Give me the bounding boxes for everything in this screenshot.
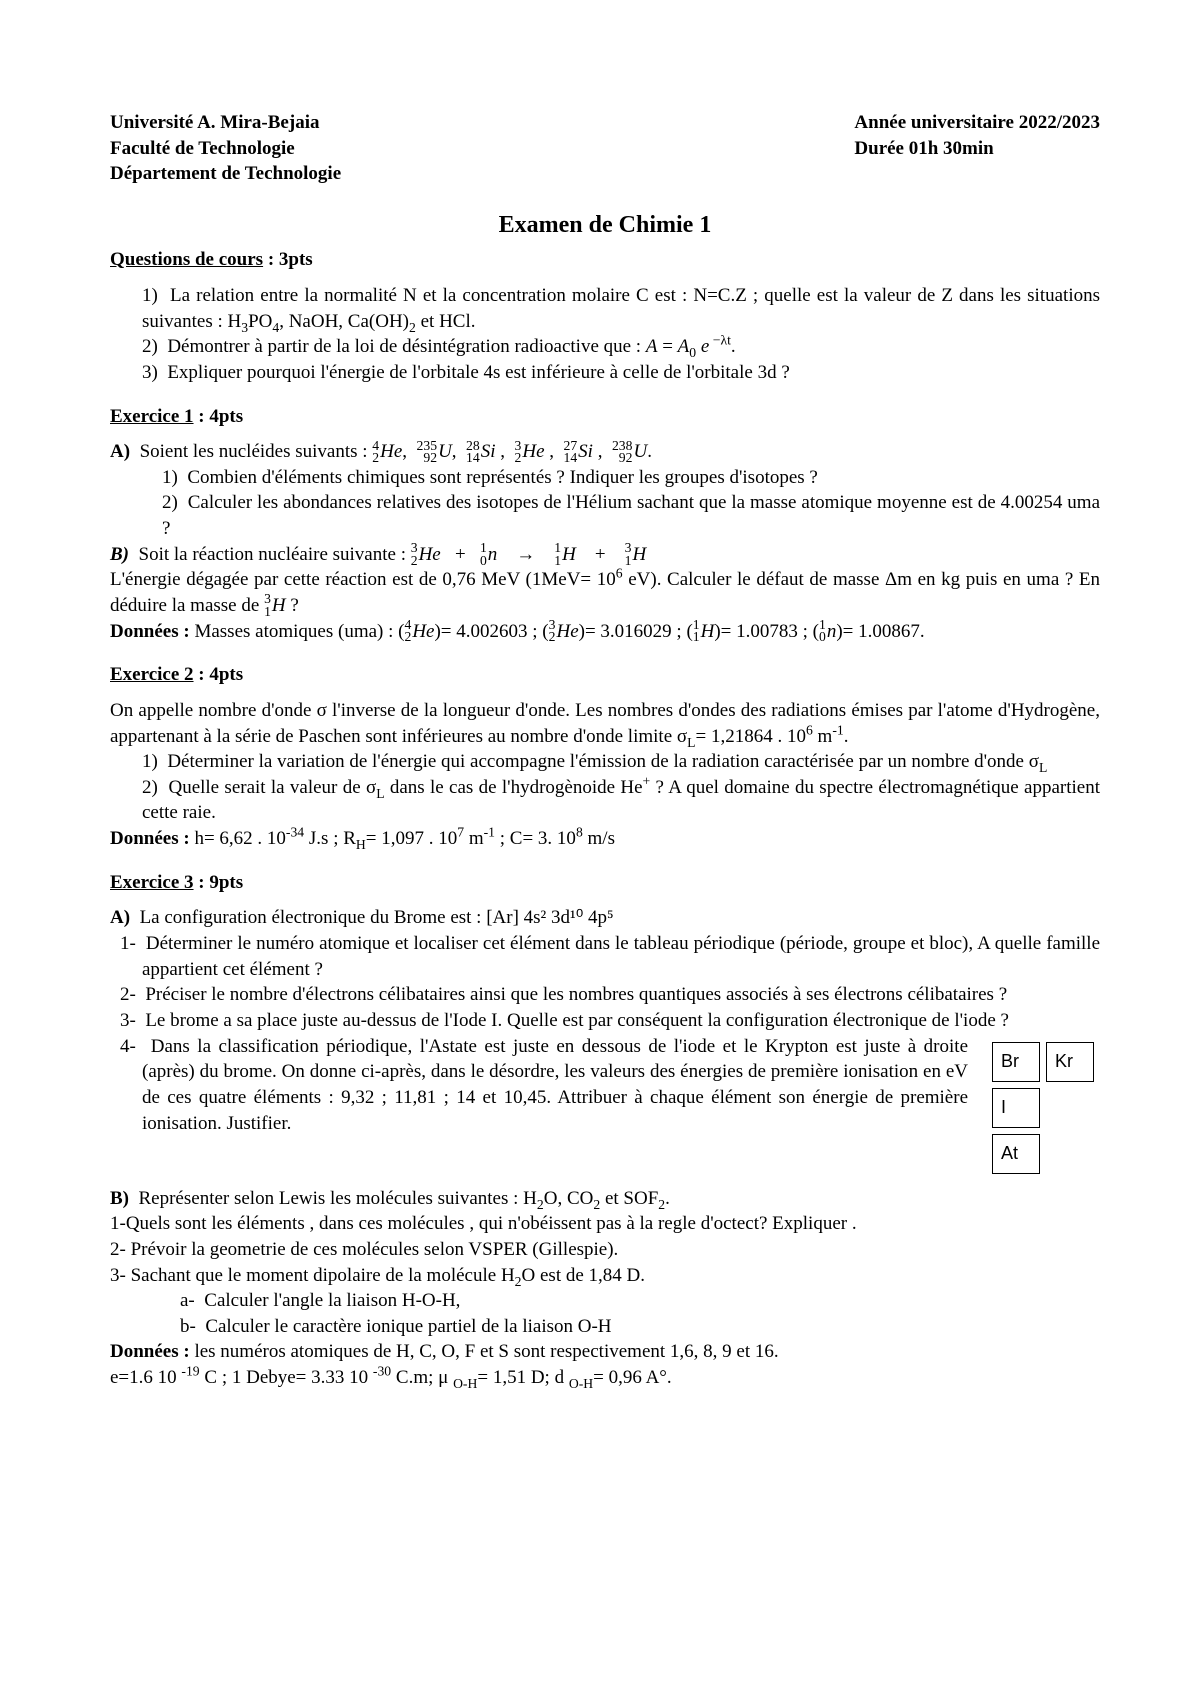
ex1-B-label: B) [110,544,129,565]
ex2-head: Exercice 2 [110,664,194,685]
ex3-donnees: Données : les numéros atomiques de H, C,… [110,1339,1100,1365]
ex3-B: B) Représenter selon Lewis les molécules… [110,1186,1100,1212]
ex3-q2: 2- Préciser le nombre d'électrons céliba… [110,982,1100,1008]
ex3-q4-block: BrKr I At 4- Dans la classification péri… [110,1034,1100,1180]
qc-head: Questions de cours [110,249,263,270]
header-right: Année universitaire 2022/2023 Durée 01h … [854,110,1100,187]
qc-heading: Questions de cours : 3pts [110,247,1100,273]
ex3-Bq1: 1-Quels sont les éléments , dans ces mol… [110,1211,1100,1237]
ex3-heading: Exercice 3 : 9pts [110,870,1100,896]
ex1-A: A) Soient les nucléides suivants : 42He,… [110,439,1100,465]
cell-i: I [992,1088,1040,1128]
ex1-head: Exercice 1 [110,406,194,427]
header-left-l1: Université A. Mira-Bejaia [110,110,341,136]
cell-at: At [992,1134,1040,1174]
ex1-B-line2: L'énergie dégagée par cette réaction est… [110,567,1100,618]
doc-title: Examen de Chimie 1 [110,209,1100,241]
ex2-q1: 1) Déterminer la variation de l'énergie … [110,749,1100,775]
ex3-Bq3-a: a- Calculer l'angle la liaison H-O-H, [110,1288,1100,1314]
ex3-q3: 3- Le brome a sa place juste au-dessus d… [110,1008,1100,1034]
qc-q1-b: , NaOH, Ca(OH) [279,311,409,332]
cell-br: Br [992,1042,1040,1082]
ex1-B: B) Soit la réaction nucléaire suivante :… [110,542,1100,568]
qc-q2-b: . [731,336,736,357]
ex1-A-intro: Soient les nucléides suivants : [140,441,373,462]
ex3-Bq2: 2- Prévoir la geometrie de ces molécules… [110,1237,1100,1263]
ex2-donnees: Données : h= 6,62 . 10-34 J.s ; RH= 1,09… [110,826,1100,852]
cell-kr: Kr [1046,1042,1094,1082]
ex1-B-intro: Soit la réaction nucléaire suivante : [139,544,411,565]
qc-q3: 3) Expliquer pourquoi l'énergie de l'orb… [110,360,1100,386]
header-right-l2: Durée 01h 30min [854,136,1100,162]
ex1-A-label: A) [110,441,130,462]
ex1-heading: Exercice 1 : 4pts [110,404,1100,430]
ex3-B-label: B) [110,1188,129,1209]
periodic-mini-table: BrKr I At [986,1036,1100,1180]
doc-header: Université A. Mira-Bejaia Faculté de Tec… [110,110,1100,187]
header-left: Université A. Mira-Bejaia Faculté de Tec… [110,110,341,187]
qc-q2-formula: A = A0 e −λt [646,336,731,357]
header-left-l3: Département de Technologie [110,161,341,187]
ex1-A-q1: 1) Combien d'éléments chimiques sont rep… [110,465,1100,491]
qc-pts: : 3pts [263,249,313,270]
header-left-l2: Faculté de Technologie [110,136,341,162]
ex3-Bq3: 3- Sachant que le moment dipolaire de la… [110,1263,1100,1289]
ex1-A-q2: 2) Calculer les abondances relatives des… [110,490,1100,541]
ex3-q4: 4- Dans la classification périodique, l'… [110,1034,1100,1137]
qc-q2: 2) Démontrer à partir de la loi de désin… [110,334,1100,360]
ex3-pts: : 9pts [194,872,244,893]
ex3-Bq3-b: b- Calculer le caractère ionique partiel… [110,1314,1100,1340]
ex3-q1: 1- Déterminer le numéro atomique et loca… [110,931,1100,982]
qc-q2-a: Démontrer à partir de la loi de désintég… [167,336,646,357]
ex2-heading: Exercice 2 : 4pts [110,662,1100,688]
ex2-pts: : 4pts [194,664,244,685]
ex1-pts: : 4pts [194,406,244,427]
header-right-l1: Année universitaire 2022/2023 [854,110,1100,136]
ex3-A: A) La configuration électronique du Brom… [110,905,1100,931]
ex3-donnees2: e=1.6 10 -19 C ; 1 Debye= 3.33 10 -30 C.… [110,1365,1100,1391]
qc-q3-t: Expliquer pourquoi l'énergie de l'orbita… [167,362,789,383]
ex1-B-donnees: Données : Masses atomiques (uma) : (42He… [110,619,1100,645]
ex3-A-label: A) [110,907,130,928]
qc-q1-c: et HCl. [416,311,476,332]
ex2-q2: 2) Quelle serait la valeur de σL dans le… [110,775,1100,826]
ex2-intro: On appelle nombre d'onde σ l'inverse de … [110,698,1100,749]
ex3-head: Exercice 3 [110,872,194,893]
qc-q1: 1) La relation entre la normalité N et l… [110,283,1100,334]
